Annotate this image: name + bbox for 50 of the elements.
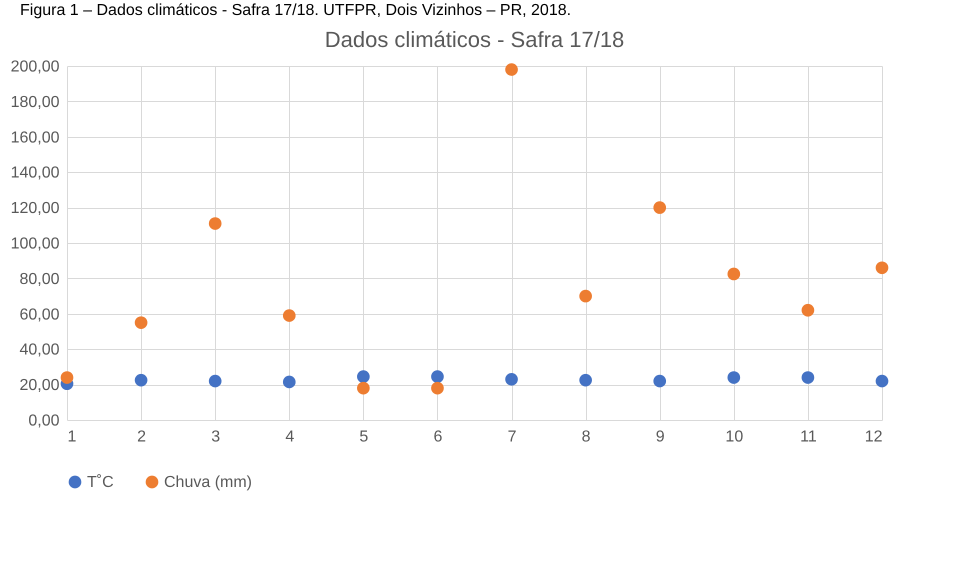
point [134,374,148,386]
point [727,371,740,384]
y-tick-label: 200,00 [10,58,60,76]
chart-title: Dados climáticos - Safra 17/18 [324,27,624,52]
x-tick-label: 12 [864,428,883,446]
point [282,376,296,388]
point [802,371,814,384]
point [802,304,814,317]
point [208,374,222,388]
point [134,316,148,329]
point [653,374,666,388]
y-tick-label: 100,00 [10,236,60,252]
text: Figura 1 – Dados climáticos - Safra 17/18. UTFPR, Dois Vizinhos – PR, 2018. [19,1,572,21]
point [579,374,592,386]
point [357,370,370,383]
x-tick-label: 3 [211,428,220,446]
x-tick-label: 5 [359,428,368,446]
point [357,382,370,394]
y-tick-label: 0,00 [28,412,60,430]
x-tick-label: 4 [285,428,294,446]
point [431,382,444,394]
point [727,268,740,280]
x-tick-label: 2 [137,428,146,446]
x-tick-label: 6 [434,428,442,446]
y-tick-label: 180,00 [10,94,60,111]
y-tick-label: 160,00 [10,129,60,146]
point [208,217,222,230]
legend-label: T˚C [87,474,114,491]
y-tick-label: 40,00 [19,342,60,359]
x-tick-label: 1 [68,428,76,446]
point [653,201,666,214]
point [505,372,518,386]
y-tick-label: 60,00 [19,306,60,324]
x-tick-label: 10 [725,428,744,446]
point [431,370,444,383]
x-tick-label: 7 [508,428,517,446]
y-tick-label: 80,00 [19,270,60,288]
point [505,63,518,76]
x-tick-label: 11 [800,428,817,446]
y-tick-label: 120,00 [10,200,60,218]
x-tick-label: 9 [656,428,665,446]
y-tick-label: 20,00 [19,377,60,394]
point [60,371,74,384]
point [876,261,888,274]
point [876,374,888,388]
y-tick-label: 140,00 [10,164,60,182]
point [282,309,296,322]
x-tick-label: 8 [582,428,591,446]
point [579,290,592,302]
legend-label: Chuva (mm) [164,474,252,491]
